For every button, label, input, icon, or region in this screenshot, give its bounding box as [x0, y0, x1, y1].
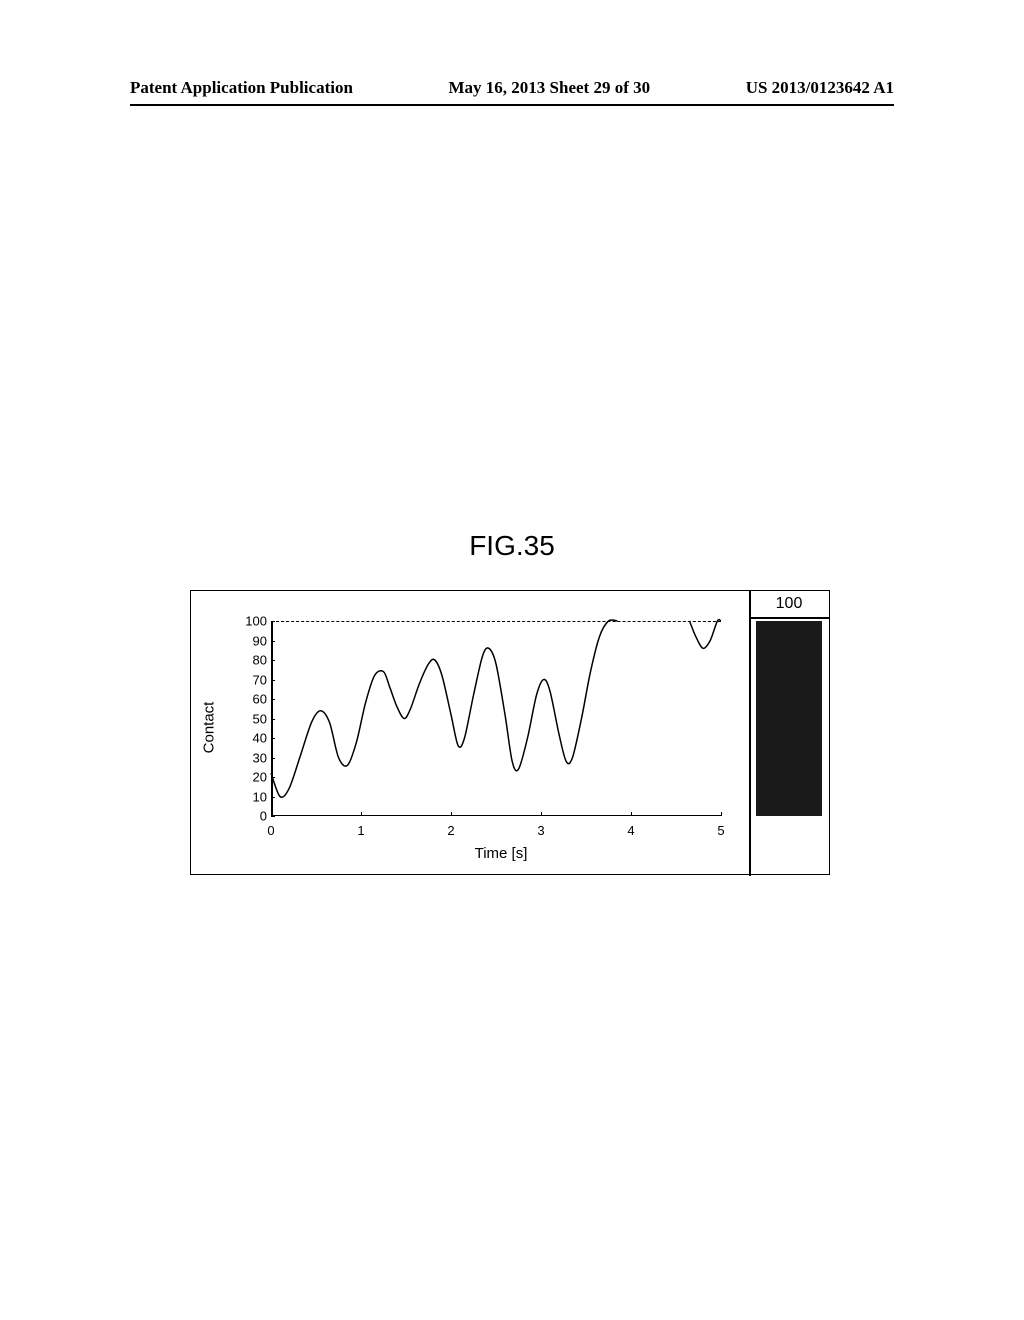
indicator-bar — [756, 621, 822, 816]
ytick-label: 20 — [235, 770, 267, 785]
header-left: Patent Application Publication — [130, 78, 353, 98]
xtick-mark — [271, 812, 272, 816]
ytick-label: 30 — [235, 750, 267, 765]
ytick-mark — [271, 738, 275, 739]
indicator-panel: 100 — [749, 591, 829, 876]
xtick-mark — [541, 812, 542, 816]
curve-segment — [690, 620, 722, 649]
ytick-label: 80 — [235, 653, 267, 668]
xtick-mark — [451, 812, 452, 816]
panel-divider — [749, 591, 751, 876]
line-curve — [271, 621, 721, 816]
curve-segment — [271, 620, 618, 797]
ytick-mark — [271, 758, 275, 759]
page-header: Patent Application Publication May 16, 2… — [0, 78, 1024, 98]
header-right: US 2013/0123642 A1 — [746, 78, 894, 98]
ytick-mark — [271, 680, 275, 681]
ytick-mark — [271, 777, 275, 778]
ytick-label: 0 — [235, 809, 267, 824]
ytick-label: 40 — [235, 731, 267, 746]
figure-panel: Contact 0102030405060708090100 012345 Ti… — [190, 590, 830, 875]
figure-label: FIG.35 — [0, 530, 1024, 562]
xtick-mark — [361, 812, 362, 816]
ytick-label: 90 — [235, 633, 267, 648]
header-center: May 16, 2013 Sheet 29 of 30 — [449, 78, 651, 98]
chart-area: Contact 0102030405060708090100 012345 Ti… — [191, 591, 741, 876]
ytick-label: 10 — [235, 789, 267, 804]
ytick-label: 70 — [235, 672, 267, 687]
xtick-label: 4 — [627, 823, 634, 838]
xtick-label: 5 — [717, 823, 724, 838]
ytick-mark — [271, 660, 275, 661]
ytick-mark — [271, 816, 275, 817]
x-axis-label: Time [s] — [191, 845, 741, 862]
ytick-mark — [271, 797, 275, 798]
xtick-label: 1 — [357, 823, 364, 838]
xtick-label: 2 — [447, 823, 454, 838]
indicator-underline — [749, 617, 829, 619]
ytick-mark — [271, 699, 275, 700]
ytick-mark — [271, 621, 275, 622]
xtick-mark — [631, 812, 632, 816]
y-axis-label: Contact — [201, 676, 218, 728]
ytick-mark — [271, 641, 275, 642]
ytick-label: 50 — [235, 711, 267, 726]
ytick-label: 60 — [235, 692, 267, 707]
header-rule — [130, 104, 894, 106]
indicator-value: 100 — [749, 595, 829, 613]
plot-area: 0102030405060708090100 012345 — [271, 621, 721, 816]
xtick-label: 0 — [267, 823, 274, 838]
ytick-label: 100 — [235, 614, 267, 629]
xtick-mark — [721, 812, 722, 816]
xtick-label: 3 — [537, 823, 544, 838]
ytick-mark — [271, 719, 275, 720]
